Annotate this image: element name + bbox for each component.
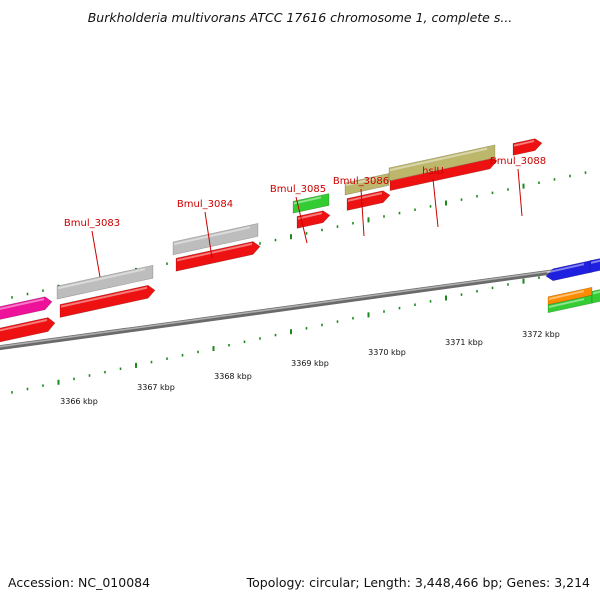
gene-feature-body — [512, 138, 543, 156]
gene-feature-highlight — [174, 226, 250, 246]
gene-feature — [545, 259, 593, 282]
position-label: 3367 kbp — [137, 383, 175, 392]
gene-feature — [0, 317, 56, 343]
gene-feature — [344, 173, 390, 196]
gene-feature — [56, 264, 154, 300]
gene-label-leader — [91, 230, 101, 278]
gene-feature — [59, 284, 156, 318]
gene-label-leader — [432, 178, 439, 228]
accession-text: Accession: NC_010084 — [8, 575, 151, 590]
gene-feature-highlight — [514, 140, 534, 147]
gene-feature-body — [591, 289, 600, 304]
gene-feature-highlight — [58, 268, 145, 290]
gene-label: Bmul_3085 — [270, 184, 326, 195]
gene-feature — [296, 210, 331, 229]
position-label: 3368 kbp — [214, 372, 252, 381]
gene-feature — [172, 223, 259, 256]
gene-feature — [346, 190, 391, 211]
gene-label: Bmul_3084 — [177, 199, 233, 210]
gene-label-leader — [517, 168, 523, 217]
gene-feature-highlight — [177, 242, 252, 262]
gene-label-leader — [360, 188, 365, 237]
gene-feature-body — [388, 144, 496, 182]
gene-feature-highlight — [390, 147, 487, 172]
gene-feature-body — [0, 317, 56, 343]
gene-feature-highlight — [549, 298, 584, 309]
gene-feature-body — [175, 241, 261, 272]
gene-feature — [292, 193, 330, 214]
position-label: 3370 kbp — [368, 348, 406, 357]
gene-feature-body — [589, 258, 600, 274]
position-label: 3371 kbp — [445, 338, 483, 347]
page-title: Burkholderia multivorans ATCC 17616 chro… — [87, 10, 513, 25]
position-label: 3369 kbp — [291, 359, 329, 368]
gene-label: Bmul_3088 — [490, 156, 546, 167]
gene-feature-body — [172, 223, 259, 256]
gene-feature-highlight — [61, 286, 147, 308]
gene-feature — [388, 144, 496, 182]
gene-feature-highlight — [547, 263, 584, 274]
gene-feature — [591, 289, 600, 304]
gene-feature-highlight — [348, 192, 382, 202]
position-label: 3366 kbp — [60, 397, 98, 406]
gene-feature — [589, 258, 600, 274]
gene-label: hslU — [422, 166, 444, 177]
gene-label-leader — [204, 211, 213, 259]
gene-feature-highlight — [294, 196, 321, 205]
gene-feature-highlight — [298, 212, 322, 220]
chromosome-backbone — [0, 262, 600, 351]
gene-feature-body — [292, 193, 330, 214]
gene-label-leader — [295, 196, 308, 244]
gene-feature-body — [346, 190, 391, 211]
gene-feature-body — [56, 264, 154, 300]
chromosome-backbone-highlight — [0, 263, 600, 348]
gene-label: Bmul_3083 — [64, 218, 120, 229]
gene-feature-body — [59, 284, 156, 318]
gene-feature-highlight — [346, 176, 381, 187]
topology-summary: Topology: circular; Length: 3,448,466 bp… — [246, 575, 590, 590]
gene-feature-body — [0, 296, 53, 320]
gene-feature-highlight — [591, 259, 600, 264]
gene-feature — [512, 138, 543, 156]
gene-feature-highlight — [593, 290, 600, 295]
position-label: 3372 kbp — [522, 330, 560, 339]
gene-label: Bmul_3086 — [333, 176, 389, 187]
gene-feature — [175, 241, 261, 272]
gene-feature-highlight — [0, 298, 44, 310]
gene-feature-body — [296, 210, 331, 229]
gene-feature — [0, 296, 53, 320]
gene-feature-body — [344, 173, 390, 196]
gene-feature-highlight — [549, 290, 584, 301]
gene-feature-highlight — [0, 318, 47, 332]
